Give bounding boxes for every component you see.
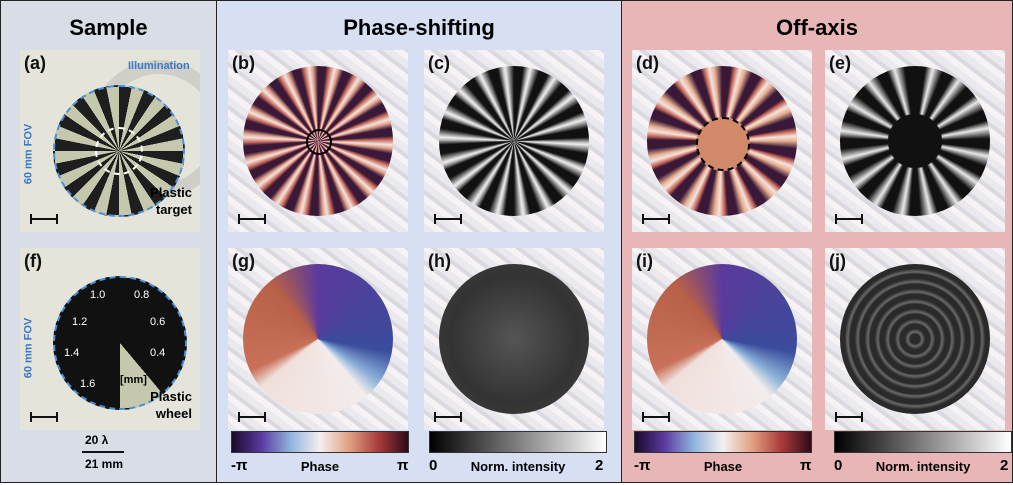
phase-map <box>243 264 393 414</box>
scale-bar <box>434 218 462 220</box>
scale-bar <box>642 416 670 418</box>
scale-bar <box>30 218 58 220</box>
wheel-label: 0.8 <box>134 289 149 301</box>
panel: (i) <box>632 248 812 430</box>
intensity-map <box>439 264 589 414</box>
scale-bar <box>835 218 863 220</box>
panel: (b) <box>228 50 408 232</box>
column-title: Sample <box>1 15 216 41</box>
panel-label: (d) <box>636 53 659 74</box>
figure: Sample Phase-shifting Off-axis (a) Illum… <box>0 0 1013 485</box>
annotation: Illumination <box>128 60 190 72</box>
scale-bottom: 21 mm <box>85 457 123 471</box>
panel: (f) 60 mm FOV 1.0 0.8 1.2 0.6 1.4 0.4 1.6 [mm]… <box>20 248 200 430</box>
wheel-label: 1.0 <box>90 289 105 301</box>
panel-label: (i) <box>636 251 653 272</box>
caption-line: Plastic <box>150 185 192 200</box>
colorbar-max: π <box>397 457 408 474</box>
panel: (j) <box>825 248 1005 430</box>
panel-label: (j) <box>829 251 846 272</box>
panel: (c) <box>424 50 604 232</box>
panel: (e) <box>825 50 1005 232</box>
colorbar <box>634 431 812 453</box>
inner-ring <box>95 127 143 175</box>
caption: Plastic target <box>150 184 192 218</box>
wheel-label: 1.4 <box>64 347 79 359</box>
fov-label: 60 mm FOV <box>22 318 34 379</box>
panel-label: (a) <box>24 53 46 74</box>
wheel-label: 1.6 <box>80 378 95 390</box>
panel-label: (c) <box>428 53 450 74</box>
colorbar-label: Norm. intensity <box>429 459 607 474</box>
phase-map <box>647 264 797 414</box>
scale-bar <box>238 218 266 220</box>
caption-line: target <box>156 202 192 217</box>
colorbar-label: Phase <box>634 459 812 474</box>
wheel-label: 0.6 <box>150 316 165 328</box>
scale-bar <box>30 416 58 418</box>
marker <box>306 129 332 155</box>
wheel-label: 0.4 <box>150 347 165 359</box>
scale-bar <box>835 416 863 418</box>
panel-label: (g) <box>232 251 255 272</box>
panel-label: (f) <box>24 251 42 272</box>
caption-line: Plastic <box>150 389 192 404</box>
intensity-map <box>439 66 589 216</box>
colorbar-max: 2 <box>595 457 603 474</box>
marker <box>696 117 750 171</box>
scale-top: 20 λ <box>85 433 108 447</box>
intensity-map <box>840 66 990 216</box>
column-title: Phase-shifting <box>217 15 621 41</box>
caption-line: wheel <box>156 406 192 421</box>
colorbar-max: 2 <box>1000 457 1008 474</box>
panel: (h) <box>424 248 604 430</box>
colorbar-label: Norm. intensity <box>834 459 1012 474</box>
panel: (a) Illumination 60 mm FOV Plastic target <box>20 50 200 232</box>
intensity-map <box>840 264 990 414</box>
colorbar-label: Phase <box>231 459 409 474</box>
colorbar <box>834 431 1012 453</box>
scale-bar <box>434 416 462 418</box>
scale-bar <box>82 451 124 453</box>
panel-label: (b) <box>232 53 255 74</box>
unit-label: [mm] <box>120 374 147 386</box>
scale-bar <box>238 416 266 418</box>
colorbar-max: π <box>800 457 811 474</box>
column-title: Off-axis <box>622 15 1012 41</box>
scale-bar <box>642 218 670 220</box>
fov-label: 60 mm FOV <box>22 124 34 185</box>
colorbar <box>231 431 409 453</box>
panel: (d) <box>632 50 812 232</box>
panel: (g) <box>228 248 408 430</box>
caption: Plastic wheel <box>150 388 192 422</box>
panel-label: (e) <box>829 53 851 74</box>
wheel-label: 1.2 <box>72 316 87 328</box>
panel-label: (h) <box>428 251 451 272</box>
colorbar <box>429 431 607 453</box>
